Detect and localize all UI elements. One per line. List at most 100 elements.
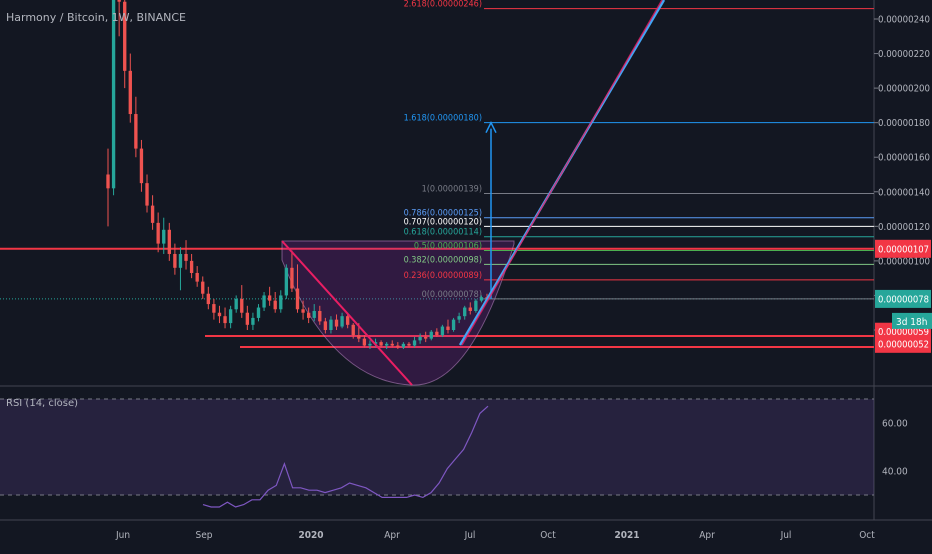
candle-body bbox=[446, 326, 450, 330]
candle-body bbox=[212, 304, 216, 313]
candle-body bbox=[457, 316, 461, 320]
price-tag-label: 0.00000078 bbox=[878, 294, 929, 305]
candle bbox=[111, 0, 116, 196]
rsi-tick-label: 40.00 bbox=[882, 467, 908, 478]
candle-body bbox=[385, 343, 389, 346]
candle bbox=[184, 240, 188, 270]
candle-body bbox=[145, 183, 149, 206]
candle-body bbox=[396, 345, 400, 348]
candle bbox=[128, 53, 132, 123]
candle bbox=[407, 342, 411, 348]
candle bbox=[306, 307, 311, 324]
candle-body bbox=[234, 298, 238, 310]
candle-body bbox=[128, 70, 132, 115]
fib-level-label: 1(0.00000139) bbox=[422, 185, 482, 195]
price-tick-label: 0.00000160 bbox=[878, 153, 930, 164]
candle bbox=[145, 174, 149, 213]
candle-body bbox=[201, 281, 205, 294]
candle-body bbox=[340, 316, 344, 327]
candle bbox=[435, 328, 439, 337]
candle bbox=[167, 222, 171, 261]
candle bbox=[318, 305, 322, 325]
candle bbox=[189, 253, 194, 279]
candle-body bbox=[245, 312, 250, 325]
candle bbox=[385, 342, 389, 350]
time-tick-label: 2021 bbox=[614, 530, 639, 541]
candle-body bbox=[139, 148, 144, 184]
candle bbox=[390, 340, 394, 348]
candle bbox=[212, 298, 216, 320]
candle-body bbox=[117, 0, 121, 2]
candle-body bbox=[262, 295, 266, 308]
price-tick-label: 0.00000120 bbox=[878, 222, 930, 233]
candle bbox=[368, 340, 372, 350]
fib-level-label: 0.786(0.00000125) bbox=[404, 209, 482, 219]
candle-body bbox=[189, 260, 194, 273]
candle bbox=[156, 212, 160, 253]
candle-body bbox=[474, 300, 478, 311]
candle bbox=[474, 298, 478, 313]
time-tick-label: Jul bbox=[464, 530, 476, 541]
candle bbox=[340, 312, 344, 329]
price-tick-label: 0.00000140 bbox=[878, 187, 930, 198]
candle bbox=[256, 304, 261, 322]
candle-body bbox=[362, 338, 367, 346]
candle-body bbox=[240, 298, 244, 313]
candle bbox=[251, 312, 255, 330]
candle-body bbox=[357, 335, 361, 339]
candle bbox=[139, 139, 144, 192]
candle-body bbox=[217, 312, 222, 317]
candle-body bbox=[134, 114, 138, 149]
time-tick-label: 2020 bbox=[298, 530, 323, 541]
candle-body bbox=[379, 342, 383, 346]
candle bbox=[295, 264, 300, 313]
countdown-tag bbox=[892, 312, 932, 329]
candle-body bbox=[345, 316, 350, 325]
candle-body bbox=[178, 253, 183, 268]
time-tick-label: Apr bbox=[384, 530, 400, 541]
candle bbox=[195, 266, 199, 287]
candle-body bbox=[167, 229, 171, 254]
candle-body bbox=[295, 288, 300, 310]
price-tag bbox=[875, 239, 931, 258]
candle-body bbox=[463, 307, 467, 317]
candle-body bbox=[323, 321, 328, 330]
target-arrow-head bbox=[485, 120, 497, 134]
candle bbox=[440, 324, 445, 337]
candle-body bbox=[251, 317, 255, 325]
candle-body bbox=[435, 331, 439, 336]
candle bbox=[201, 276, 205, 299]
candle bbox=[162, 217, 166, 254]
candle-body bbox=[173, 253, 177, 268]
chart-title: Harmony / Bitcoin, 1W, BINANCE bbox=[6, 11, 186, 24]
candle-body bbox=[150, 205, 155, 223]
candle-body bbox=[228, 309, 233, 324]
time-tick-label: Jun bbox=[115, 530, 130, 541]
countdown-label: 3d 18h bbox=[896, 317, 927, 328]
fib-level-label: 0.618(0.00000114) bbox=[404, 228, 482, 238]
candle-body bbox=[162, 229, 166, 244]
candle-body bbox=[429, 331, 433, 339]
candle-body bbox=[284, 267, 289, 296]
rsi-line bbox=[202, 405, 489, 508]
candle-body bbox=[123, 1, 127, 71]
candle bbox=[217, 305, 222, 324]
candle-body bbox=[368, 343, 372, 346]
candle-body bbox=[290, 267, 294, 289]
candle bbox=[245, 305, 250, 330]
candle bbox=[279, 290, 283, 313]
candle bbox=[396, 342, 400, 350]
candle-body bbox=[318, 310, 322, 322]
candle bbox=[479, 295, 484, 303]
time-tick-label: Jul bbox=[780, 530, 792, 541]
candle-body bbox=[401, 343, 406, 348]
price-tick-label: 0.00000220 bbox=[878, 49, 930, 60]
candle-body bbox=[424, 336, 428, 339]
candle bbox=[429, 330, 433, 341]
candle bbox=[301, 300, 305, 320]
time-tick-label: Oct bbox=[859, 530, 875, 541]
rsi-tick-label: 60.00 bbox=[882, 419, 908, 430]
fib-level-label: 0.5(0.00000106) bbox=[414, 242, 482, 252]
